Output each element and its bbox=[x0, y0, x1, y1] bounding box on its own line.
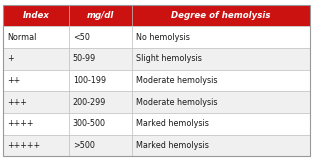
Text: +++++: +++++ bbox=[7, 141, 40, 150]
Bar bbox=[132, 48, 310, 70]
Text: +++: +++ bbox=[7, 98, 27, 107]
Text: ++++: ++++ bbox=[7, 119, 33, 128]
Bar bbox=[69, 113, 132, 135]
Text: Index: Index bbox=[23, 11, 49, 20]
Text: 50-99: 50-99 bbox=[73, 54, 96, 63]
Bar bbox=[69, 70, 132, 91]
Text: mg/dl: mg/dl bbox=[87, 11, 114, 20]
Text: Marked hemolysis: Marked hemolysis bbox=[136, 119, 208, 128]
Bar bbox=[3, 135, 69, 156]
Bar bbox=[132, 135, 310, 156]
Text: 200-299: 200-299 bbox=[73, 98, 106, 107]
Bar bbox=[3, 113, 69, 135]
Bar bbox=[69, 5, 132, 26]
Bar bbox=[69, 91, 132, 113]
Bar bbox=[3, 48, 69, 70]
Bar bbox=[69, 26, 132, 48]
Text: +: + bbox=[7, 54, 13, 63]
Text: Moderate hemolysis: Moderate hemolysis bbox=[136, 98, 217, 107]
Bar bbox=[3, 26, 69, 48]
Bar bbox=[69, 135, 132, 156]
Bar bbox=[132, 113, 310, 135]
Text: Degree of hemolysis: Degree of hemolysis bbox=[171, 11, 271, 20]
Text: 300-500: 300-500 bbox=[73, 119, 106, 128]
Bar bbox=[3, 70, 69, 91]
Text: Marked hemolysis: Marked hemolysis bbox=[136, 141, 208, 150]
Text: Slight hemolysis: Slight hemolysis bbox=[136, 54, 202, 63]
Text: ++: ++ bbox=[7, 76, 20, 85]
Text: 100-199: 100-199 bbox=[73, 76, 106, 85]
Text: >500: >500 bbox=[73, 141, 95, 150]
Bar bbox=[69, 48, 132, 70]
Bar bbox=[132, 5, 310, 26]
Bar bbox=[3, 91, 69, 113]
Bar bbox=[132, 70, 310, 91]
Bar bbox=[132, 91, 310, 113]
Text: Moderate hemolysis: Moderate hemolysis bbox=[136, 76, 217, 85]
Bar bbox=[3, 5, 69, 26]
Text: <50: <50 bbox=[73, 33, 90, 42]
Text: No hemolysis: No hemolysis bbox=[136, 33, 190, 42]
Text: Normal: Normal bbox=[7, 33, 36, 42]
Bar bbox=[132, 26, 310, 48]
